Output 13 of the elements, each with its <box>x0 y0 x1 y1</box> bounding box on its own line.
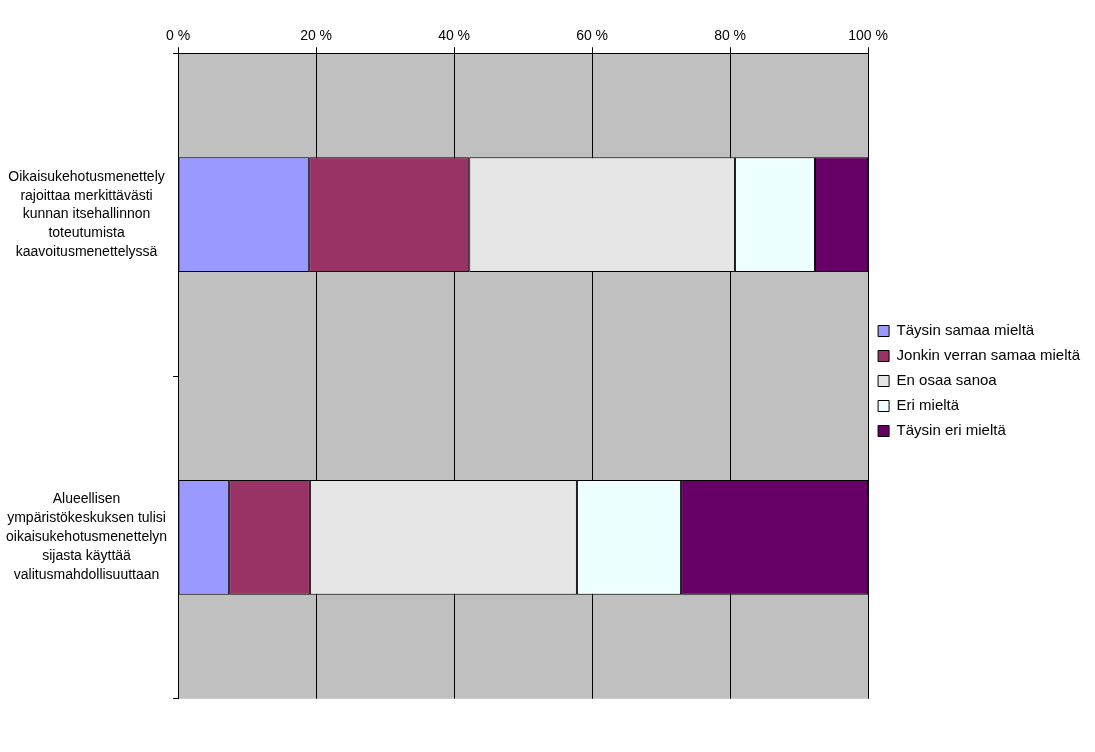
x-tick-label: 20 % <box>300 26 333 43</box>
legend-label: Jonkin verran samaa mieltä <box>896 346 1081 364</box>
legend-label: En osaa sanoa <box>896 371 998 389</box>
legend-label: Täysin eri mieltä <box>896 421 1007 439</box>
y-tick-label: Oikaisukehotusmenettely rajoittaa merkittävästi kunnan itsehallinnon toteutumista kaavoitusmenettelyssä <box>8 167 165 260</box>
legend-label: Täysin samaa mieltä <box>896 321 1035 339</box>
x-tick-label: 0 % <box>166 26 191 43</box>
legend-label: Eri mieltä <box>896 396 960 414</box>
x-tick-label: 80 % <box>714 26 747 43</box>
x-tick-label: 40 % <box>438 26 471 43</box>
y-tick-label: Alueellisen ympäristökeskuksen tulisi oikaisukehotusmenettelyn sijasta käyttää valitusmahdollisuuttaan <box>5 490 168 583</box>
x-tick-label: 60 % <box>576 26 609 43</box>
x-tick-label: 100 % <box>848 26 888 43</box>
